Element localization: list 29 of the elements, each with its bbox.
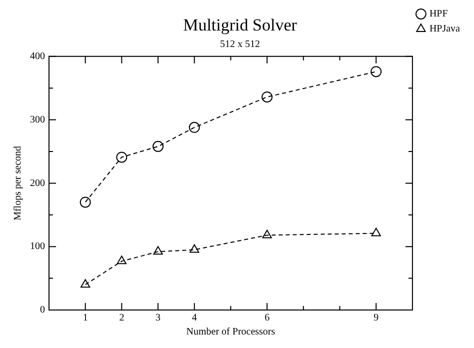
y-tick-label: 100 — [30, 241, 45, 252]
point — [80, 196, 91, 208]
point — [190, 244, 200, 253]
legend-label: HPJava — [429, 24, 461, 35]
y-tick-label: 400 — [30, 51, 45, 62]
point — [116, 256, 127, 264]
x-tick-label: 1 — [82, 312, 88, 324]
point — [116, 152, 128, 163]
x-axis-title: Number of Processors — [186, 326, 276, 338]
point — [262, 91, 273, 102]
y-tick-label: 0 — [40, 304, 45, 316]
point — [371, 228, 381, 236]
legend-label: HPF — [429, 8, 448, 20]
point — [153, 246, 163, 255]
x-tick-label: 9 — [374, 312, 379, 324]
x-tick-label: 2 — [119, 312, 124, 324]
point — [262, 230, 272, 238]
point — [80, 279, 90, 288]
point — [188, 122, 200, 133]
chart-title: Multigrid Solver — [183, 16, 298, 35]
x-tick-label: 6 — [264, 312, 270, 324]
y-tick-label: 300 — [30, 114, 45, 126]
y-tick-label: 200 — [30, 178, 45, 189]
x-tick-label: 4 — [192, 312, 197, 324]
chart-subtitle: 512 x 512 — [220, 39, 260, 50]
y-axis-title: Mflops per second — [12, 146, 24, 220]
point — [152, 140, 164, 152]
x-tick-label: 3 — [156, 312, 161, 324]
point — [370, 66, 382, 78]
